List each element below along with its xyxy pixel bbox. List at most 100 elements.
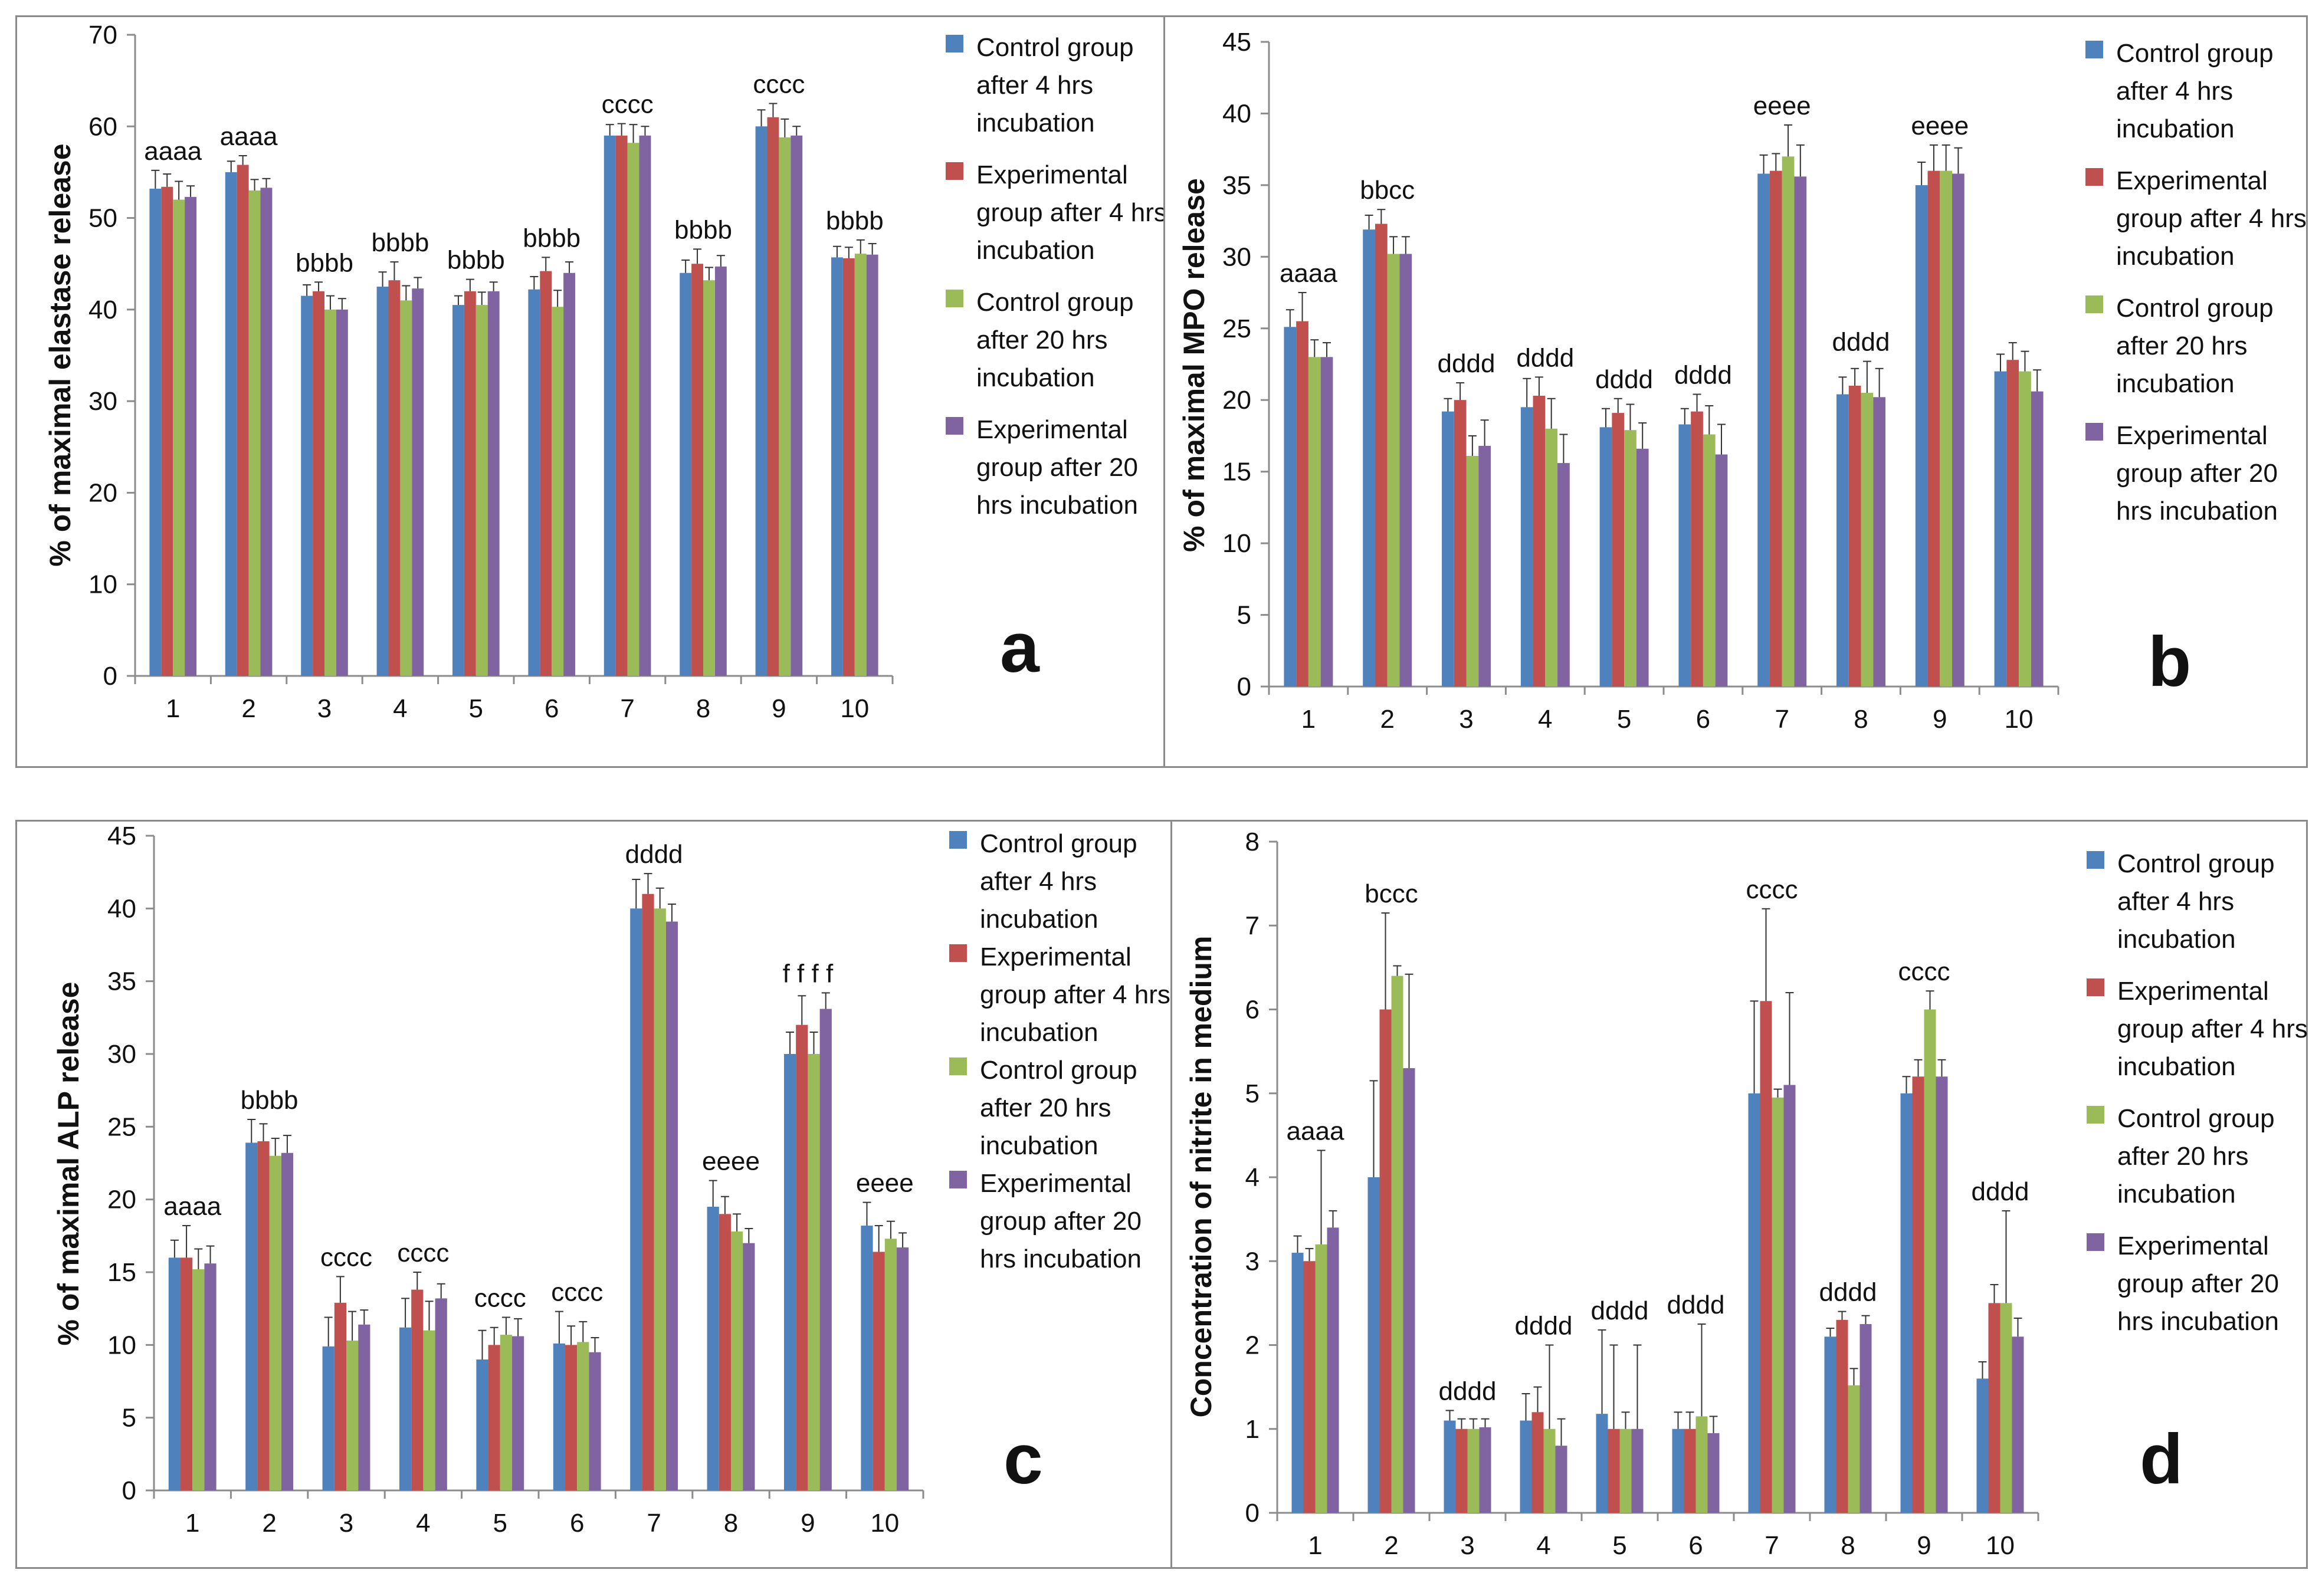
- chart-svg-a: 0 10 20 30 40 50 60 70 % of maximal elastase rel…: [44, 21, 894, 723]
- significance-label-a: aaaa: [220, 122, 278, 151]
- bar-a-cat4-s2: [388, 280, 401, 676]
- bar-b-cat5-s4: [1636, 448, 1649, 687]
- y-tick-label-c: 30: [107, 1040, 136, 1069]
- legend-swatch-d-2: [2087, 978, 2104, 996]
- bar-c-cat1-s4: [204, 1263, 217, 1490]
- x-tick-label-a: 6: [545, 694, 559, 723]
- bar-a-cat1-s4: [185, 196, 197, 676]
- bar-c-cat9-s3: [808, 1054, 820, 1490]
- bar-a-cat1-s3: [173, 199, 185, 676]
- bar-a-cat7-s4: [639, 135, 651, 677]
- bar-b-cat6-s2: [1691, 411, 1703, 687]
- y-axis-title-b: % of maximal MPO release: [1178, 178, 1211, 552]
- bar-d-cat7-s3: [1772, 1097, 1784, 1513]
- y-tick-label-a: 30: [88, 387, 117, 416]
- bar-b-cat3-s3: [1466, 455, 1479, 687]
- bar-a-cat10-s1: [831, 257, 843, 676]
- bar-a-cat8-s1: [680, 272, 692, 676]
- significance-label-c: cccc: [397, 1239, 449, 1267]
- bar-d-cat6-s1: [1672, 1428, 1684, 1513]
- legend-item-a-2: Experimental group after 4 hrs incubatio…: [946, 156, 1171, 270]
- bar-d-cat9-s4: [1936, 1076, 1948, 1513]
- bar-a-cat9-s4: [791, 135, 803, 677]
- significance-label-a: bbbb: [447, 246, 505, 275]
- bar-d-cat10-s4: [2012, 1336, 2024, 1513]
- x-tick-label-a: 5: [469, 694, 483, 723]
- legend-item-d-2: Experimental group after 4 hrs incubatio…: [2087, 973, 2312, 1086]
- bar-d-cat9-s3: [1924, 1009, 1936, 1513]
- bar-d-cat5-s3: [1619, 1428, 1632, 1513]
- x-tick-label-c: 9: [801, 1509, 815, 1538]
- bar-d-cat1-s2: [1303, 1261, 1316, 1513]
- y-tick-label-c: 10: [107, 1331, 136, 1359]
- bar-a-cat10-s3: [854, 254, 867, 677]
- bar-c-cat7-s1: [630, 908, 642, 1490]
- bar-d-cat3-s4: [1479, 1427, 1491, 1513]
- bar-a-cat4-s4: [412, 288, 424, 676]
- y-tick-label-c: 25: [107, 1112, 136, 1141]
- bar-b-cat1-s2: [1296, 321, 1308, 687]
- significance-label-b: eeee: [1911, 111, 1969, 140]
- significance-label-d: cccc: [1746, 875, 1798, 904]
- bar-b-cat8-s4: [1873, 397, 1885, 687]
- bar-a-cat3-s1: [301, 295, 313, 676]
- bar-a-cat6-s1: [528, 289, 540, 676]
- significance-label-a: bbbb: [826, 206, 884, 235]
- bar-c-cat1-s2: [180, 1257, 193, 1490]
- bar-a-cat2-s1: [225, 172, 237, 676]
- x-tick-label-b: 4: [1538, 705, 1552, 734]
- x-tick-label-d: 4: [1536, 1531, 1550, 1560]
- bar-b-cat4-s2: [1533, 395, 1546, 687]
- legend-label-d-4: Experimental group after 20 hrs incubati…: [2117, 1232, 2279, 1336]
- legend-item-c-4: Experimental group after 20 hrs incubati…: [949, 1165, 1175, 1278]
- y-tick-label-b: 15: [1222, 458, 1251, 487]
- bar-b-cat9-s1: [1915, 185, 1928, 687]
- x-tick-label-a: 4: [393, 694, 407, 723]
- y-tick-label-d: 3: [1245, 1247, 1260, 1276]
- y-axis-title-c: % of maximal ALP release: [52, 982, 85, 1346]
- bar-d-cat3-s2: [1455, 1428, 1468, 1513]
- x-tick-label-a: 7: [620, 694, 634, 723]
- bar-a-cat6-s3: [552, 307, 564, 676]
- panel-letter-b: b: [2148, 622, 2192, 701]
- significance-label-b: dddd: [1832, 328, 1890, 357]
- bar-b-cat2-s1: [1363, 229, 1375, 687]
- bar-b-cat2-s4: [1399, 254, 1412, 687]
- x-tick-label-b: 5: [1617, 705, 1631, 734]
- y-tick-label-b: 40: [1222, 99, 1251, 128]
- bar-a-cat3-s2: [313, 291, 324, 676]
- significance-label-c: cccc: [474, 1283, 526, 1312]
- bar-c-cat2-s3: [269, 1155, 281, 1490]
- y-tick-label-d: 0: [1245, 1499, 1260, 1528]
- bar-d-cat8-s2: [1836, 1319, 1848, 1513]
- bar-d-cat2-s3: [1391, 976, 1403, 1513]
- y-tick-label-d: 7: [1245, 911, 1260, 940]
- bar-a-cat4-s3: [400, 300, 412, 676]
- legend-swatch-a-1: [946, 35, 963, 52]
- bar-c-cat5-s4: [512, 1336, 524, 1490]
- legend-label-a-4: Experimental group after 20 hrs incubati…: [976, 415, 1138, 520]
- bar-d-cat7-s1: [1748, 1093, 1760, 1513]
- bar-d-cat1-s1: [1291, 1253, 1304, 1513]
- significance-label-d: cccc: [1898, 957, 1950, 986]
- significance-label-b: dddd: [1595, 365, 1653, 394]
- bar-a-cat10-s2: [842, 258, 855, 676]
- bar-b-cat8-s3: [1861, 393, 1874, 687]
- bar-d-cat6-s2: [1684, 1428, 1696, 1513]
- bar-c-cat7-s4: [665, 921, 678, 1490]
- legend-label-a-3: Control group after 20 hrs incubation: [976, 288, 1134, 392]
- bar-d-cat3-s3: [1467, 1428, 1480, 1513]
- bar-b-cat6-s3: [1703, 434, 1716, 687]
- bar-c-cat10-s4: [897, 1247, 909, 1490]
- bar-c-cat10-s3: [884, 1239, 897, 1490]
- bar-d-cat1-s4: [1327, 1227, 1339, 1513]
- significance-label-b: dddd: [1516, 343, 1574, 372]
- bar-b-cat7-s3: [1782, 156, 1795, 687]
- bar-d-cat6-s4: [1707, 1433, 1720, 1513]
- x-tick-label-d: 3: [1460, 1531, 1474, 1560]
- significance-label-a: bbbb: [523, 224, 580, 252]
- legend-swatch-b-4: [2085, 423, 2103, 441]
- bar-d-cat8-s1: [1824, 1336, 1836, 1513]
- bar-a-cat2-s4: [260, 188, 273, 676]
